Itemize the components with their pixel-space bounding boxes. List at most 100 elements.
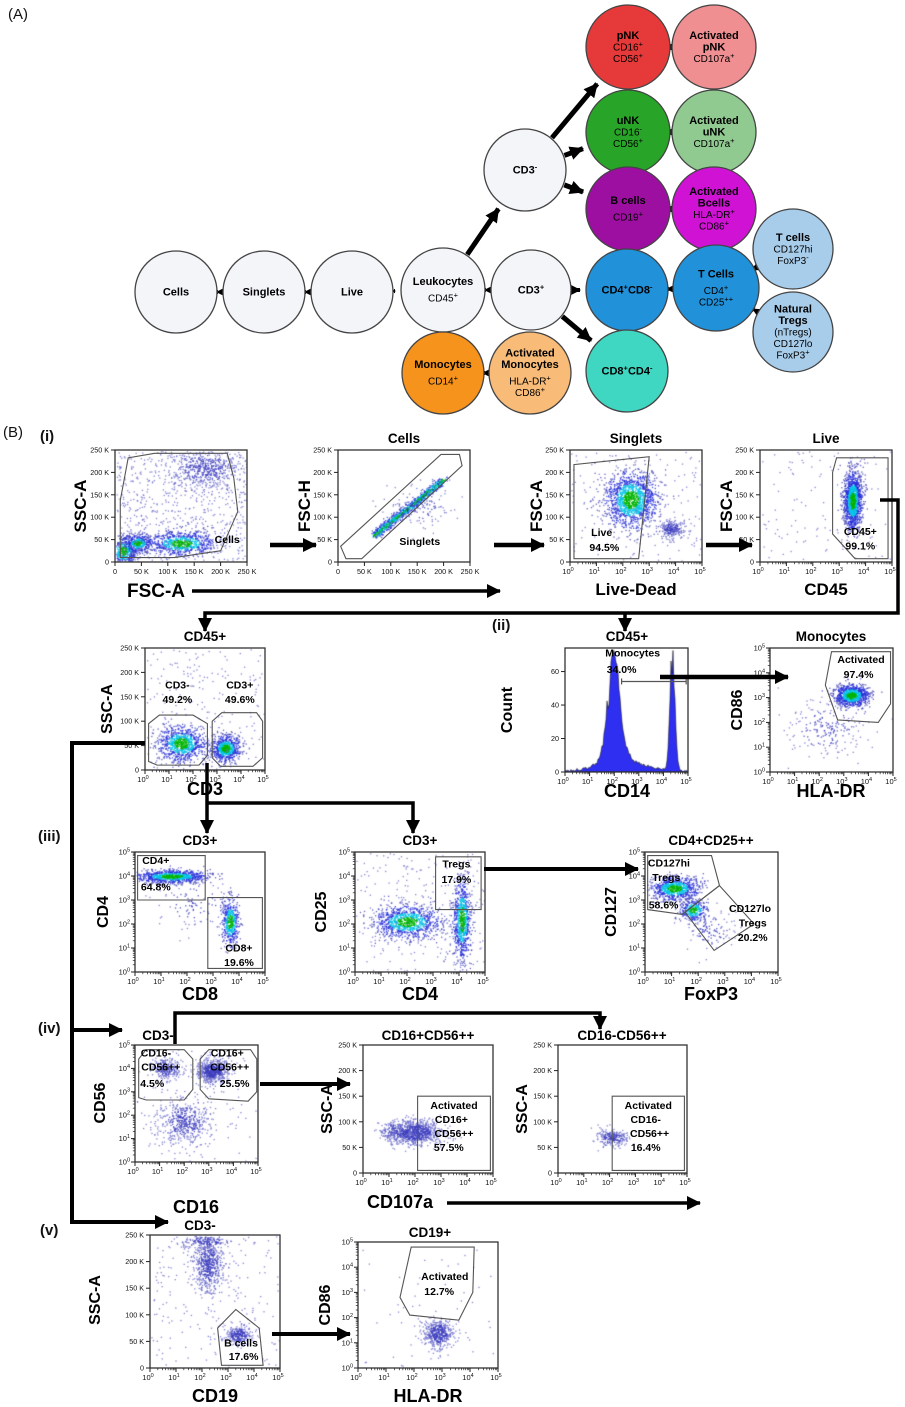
gate-label-cd3n-cd19-1: 17.6% xyxy=(229,1351,259,1363)
svg-text:FoxP3+: FoxP3+ xyxy=(776,347,810,361)
plot-dots-fsc-ssc xyxy=(115,450,247,562)
svg-text:Activated: Activated xyxy=(689,30,739,42)
gate-label-cd56-cd16-2: 4.5% xyxy=(140,1078,165,1090)
gate-singlets-0 xyxy=(573,456,650,560)
svg-text:103: 103 xyxy=(631,777,642,786)
svg-text:102: 102 xyxy=(339,920,350,929)
edge-arrow-leuko-cd3n xyxy=(465,207,501,256)
svg-text:200 K: 200 K xyxy=(125,1257,144,1266)
svg-text:105: 105 xyxy=(770,977,781,986)
svg-text:200 K: 200 K xyxy=(90,468,109,477)
gate-monocytes-0 xyxy=(824,651,892,723)
svg-text:103: 103 xyxy=(339,896,350,905)
svg-text:102: 102 xyxy=(179,977,190,986)
plot-dots-cd25-cd4 xyxy=(355,852,485,972)
svg-text:105: 105 xyxy=(257,977,268,986)
gate-label-cd45-cd3-2: CD3+ xyxy=(226,679,253,691)
svg-text:(nTregs): (nTregs) xyxy=(774,327,811,338)
connector-arrow-4 xyxy=(198,498,900,632)
svg-text:HLA-DR+: HLA-DR+ xyxy=(509,374,551,388)
svg-text:250 K: 250 K xyxy=(90,446,109,455)
svg-text:102: 102 xyxy=(119,920,130,929)
svg-text:102: 102 xyxy=(805,567,816,576)
svg-text:104: 104 xyxy=(861,777,872,786)
svg-text:Activated: Activated xyxy=(505,348,555,360)
svg-text:104: 104 xyxy=(246,1373,257,1382)
edge-arrow-cd3p-cd8cd4 xyxy=(560,314,593,343)
plot-title-cd25-cd4: CD3+ xyxy=(403,833,438,848)
flow-plot-singlets: 100 101 102 103 104 105 0 50 K 100 K 150 K 200 K 25… xyxy=(527,431,706,599)
x-axis-label-live: CD45 xyxy=(804,580,847,599)
svg-text:103: 103 xyxy=(119,896,130,905)
svg-text:200 K: 200 K xyxy=(735,468,754,477)
section-label-iii: (iii) xyxy=(38,828,61,845)
gate-label-unk-cd107a-0: Activated xyxy=(625,1100,672,1112)
y-axis-label-cd3n-cd19: SSC-A xyxy=(87,1275,104,1325)
gate-label-unk-cd107a-2: CD56++ xyxy=(630,1128,669,1140)
node-tcells: T Cells CD4+CD25++ xyxy=(672,244,760,332)
svg-text:pNK: pNK xyxy=(617,30,640,42)
svg-text:100: 100 xyxy=(629,968,640,977)
gate-label-cd127-foxp3-1: Tregs xyxy=(652,872,680,884)
svg-text:CD127hi: CD127hi xyxy=(774,244,813,255)
plot-dots-monocytes xyxy=(770,648,893,772)
gate-label-cd4-cd8-2: CD8+ xyxy=(225,943,252,955)
svg-text:200 K: 200 K xyxy=(211,567,230,576)
svg-text:100: 100 xyxy=(142,1373,153,1382)
svg-text:105: 105 xyxy=(272,1373,283,1382)
plot-title-cd3n-cd19: CD3- xyxy=(184,1218,216,1233)
plot-dots-singlets xyxy=(570,450,702,562)
svg-text:CD3-: CD3- xyxy=(513,162,538,176)
svg-text:0: 0 xyxy=(105,558,109,567)
svg-text:103: 103 xyxy=(717,977,728,986)
svg-text:0: 0 xyxy=(548,1169,552,1178)
svg-text:105: 105 xyxy=(490,1373,501,1382)
gate-label-singlets-1: 94.5% xyxy=(589,542,619,554)
svg-text:101: 101 xyxy=(342,1338,353,1347)
gate-label-cd4-cd8-3: 19.6% xyxy=(224,957,254,969)
svg-text:101: 101 xyxy=(381,1178,392,1187)
svg-text:250 K: 250 K xyxy=(238,567,257,576)
gate-label-live-0: CD45+ xyxy=(844,526,877,538)
svg-text:50 K: 50 K xyxy=(357,567,372,576)
svg-text:103: 103 xyxy=(119,1087,130,1096)
svg-text:101: 101 xyxy=(582,777,593,786)
plot-title-monocytes: Monocytes xyxy=(796,629,867,644)
gate-label-cells-0: Singlets xyxy=(399,536,440,548)
svg-text:101: 101 xyxy=(787,777,798,786)
svg-text:50 K: 50 K xyxy=(129,1337,144,1346)
svg-text:250 K: 250 K xyxy=(313,446,332,455)
svg-text:104: 104 xyxy=(342,1263,353,1272)
y-axis-label-cd45-cd3: SSC-A xyxy=(99,684,116,734)
svg-text:0: 0 xyxy=(328,558,332,567)
svg-text:100: 100 xyxy=(762,777,773,786)
svg-text:105: 105 xyxy=(754,644,765,653)
svg-text:105: 105 xyxy=(342,1238,353,1247)
gate-cd4-cd8-0 xyxy=(137,855,206,901)
svg-text:103: 103 xyxy=(831,567,842,576)
svg-text:104: 104 xyxy=(668,567,679,576)
svg-text:100: 100 xyxy=(342,1364,353,1373)
svg-text:104: 104 xyxy=(233,775,244,784)
svg-text:105: 105 xyxy=(257,775,268,784)
flow-plot-cd56-cd16: 100 101 102 103 104 105 100 101 102 103 104 105 CD3-… xyxy=(92,1028,262,1217)
gate-cd3n-cd19-0 xyxy=(217,1308,264,1366)
svg-text:200 K: 200 K xyxy=(533,1066,552,1075)
gate-label-cd4-cd8-1: 64.8% xyxy=(141,881,171,893)
gate-cd19-hladr-0 xyxy=(399,1246,475,1321)
svg-text:103: 103 xyxy=(209,775,220,784)
svg-text:CD3+: CD3+ xyxy=(518,282,545,296)
svg-text:T cells: T cells xyxy=(776,232,810,244)
svg-text:0: 0 xyxy=(353,1169,357,1178)
svg-text:101: 101 xyxy=(779,567,790,576)
gate-label-cd56-cd16-5: 25.5% xyxy=(220,1078,250,1090)
svg-text:CD4+CD8-: CD4+CD8- xyxy=(602,282,653,296)
flow-plot-cd14-hist: 100 101 102 103 104 105 0 20 40 60 CD45+ CD14 Count M… xyxy=(499,629,692,801)
gate-cd127-foxp3-0 xyxy=(647,855,721,915)
svg-text:100: 100 xyxy=(347,977,358,986)
svg-text:105: 105 xyxy=(884,567,895,576)
